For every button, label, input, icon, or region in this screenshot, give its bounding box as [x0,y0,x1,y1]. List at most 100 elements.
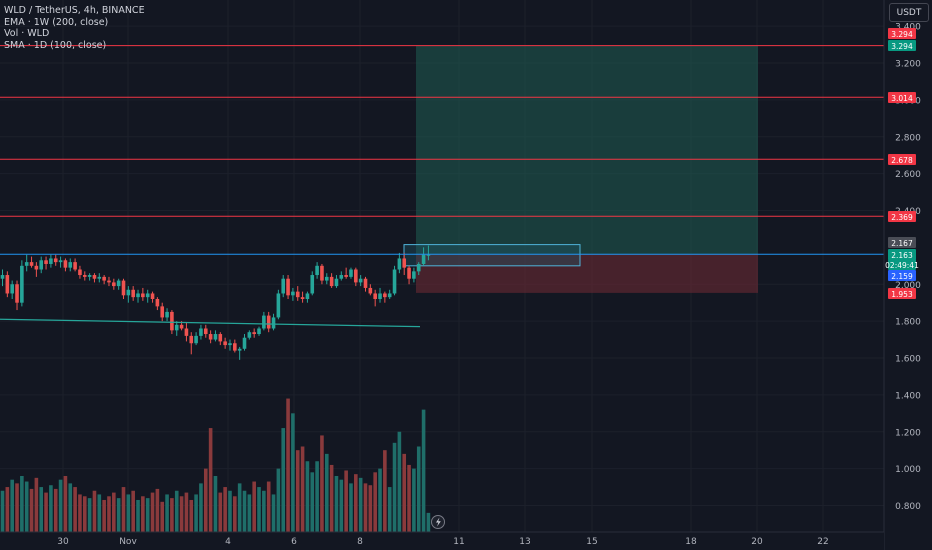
time-axis[interactable]: 30 Nov 4 6 8 11 13 15 18 20 22 [57,537,828,547]
candle-body[interactable] [179,324,184,329]
candle-body[interactable] [295,291,300,298]
candle-body[interactable] [315,265,319,276]
candle-body[interactable] [131,289,135,298]
candle-body[interactable] [102,276,106,281]
candle-body[interactable] [82,275,87,277]
candle-body[interactable] [34,265,39,270]
candle-body[interactable] [324,276,329,281]
candle-body[interactable] [262,315,266,329]
stop-zone[interactable] [416,254,758,293]
candle-body[interactable] [213,334,218,340]
candle-body[interactable] [257,328,261,335]
candle-body[interactable] [53,258,58,263]
candle-body[interactable] [368,287,373,294]
candle-body[interactable] [416,263,421,272]
candle-body[interactable] [426,254,431,256]
volume-indicator-label[interactable]: Vol · WLD [4,28,50,39]
candle-body[interactable] [24,262,29,266]
candle-body[interactable] [107,280,111,283]
candle-body[interactable] [184,328,189,336]
candle-body[interactable] [194,335,198,344]
profit-zone[interactable] [416,45,758,255]
candle-body[interactable] [29,262,34,266]
candle-body[interactable] [155,299,160,307]
candle-body[interactable] [286,278,290,296]
candle-body[interactable] [407,267,411,279]
candle-body[interactable] [0,275,5,279]
candle-body[interactable] [112,282,116,287]
candle-body[interactable] [92,275,97,279]
candle-body[interactable] [39,260,44,270]
candle-body[interactable] [141,293,145,298]
candle-body[interactable] [329,276,334,287]
lightning-icon[interactable] [431,515,445,529]
candle-body[interactable] [349,269,353,277]
candle-body[interactable] [121,280,126,296]
candle-body[interactable] [247,332,252,338]
ema-indicator-label[interactable]: EMA · 1W (200, close) [4,16,109,28]
candle-body[interactable] [126,289,131,296]
candle-body[interactable] [136,293,140,298]
candle-body[interactable] [68,262,73,268]
candle-body[interactable] [73,262,77,270]
candle-body[interactable] [49,258,53,264]
candle-body[interactable] [276,293,281,318]
candle-body[interactable] [252,332,256,335]
candlestick-series[interactable] [0,245,431,360]
candle-body[interactable] [358,278,363,283]
candle-body[interactable] [145,293,150,298]
candle-body[interactable] [44,260,48,264]
candle-body[interactable] [237,348,242,351]
candle-body[interactable] [310,275,315,294]
candle-body[interactable] [218,334,223,342]
candle-body[interactable] [339,275,344,279]
candle-body[interactable] [174,324,179,331]
candle-body[interactable] [387,293,392,298]
candle-body[interactable] [58,260,63,263]
candle-body[interactable] [78,269,82,276]
candle-body[interactable] [20,265,24,303]
candle-body[interactable] [170,311,174,331]
candle-body[interactable] [334,278,339,287]
candle-body[interactable] [97,276,102,279]
candle-body[interactable] [412,271,416,279]
candle-body[interactable] [150,293,155,299]
candle-body[interactable] [5,275,10,294]
candle-body[interactable] [402,258,407,268]
candle-body[interactable] [10,284,14,294]
candle-body[interactable] [203,328,208,335]
candle-body[interactable] [87,275,92,277]
candle-body[interactable] [199,328,203,336]
long-position-tool[interactable] [403,45,758,293]
candle-body[interactable] [160,306,165,318]
symbol-title[interactable]: WLD / TetherUS, 4h, BINANCE [4,5,145,16]
candle-body[interactable] [383,293,387,298]
candle-body[interactable] [281,278,286,294]
candle-body[interactable] [363,278,368,288]
candle-body[interactable] [373,293,377,299]
candle-body[interactable] [63,260,68,268]
entry-range-box[interactable] [403,244,581,267]
candle-body[interactable] [291,291,295,296]
currency-unit-button[interactable]: USDT [889,3,929,22]
candle-body[interactable] [208,334,213,340]
horizontal-lines[interactable] [0,45,884,217]
candle-body[interactable] [271,317,276,329]
candle-body[interactable] [116,280,121,287]
candle-body[interactable] [378,293,382,299]
candle-body[interactable] [223,341,227,346]
candle-body[interactable] [421,254,426,264]
candle-body[interactable] [233,343,237,351]
sma-indicator-label[interactable]: SMA · 1D (100, close) [4,39,107,51]
candle-body[interactable] [165,311,169,318]
candle-body[interactable] [242,337,247,349]
candle-body[interactable] [266,315,271,329]
candle-body[interactable] [344,275,348,277]
candle-body[interactable] [397,258,402,270]
candle-body[interactable] [15,284,19,303]
candle-body[interactable] [320,265,324,281]
candle-body[interactable] [189,335,194,344]
candle-body[interactable] [392,269,397,294]
candle-body[interactable] [228,343,232,346]
candle-body[interactable] [305,293,310,299]
